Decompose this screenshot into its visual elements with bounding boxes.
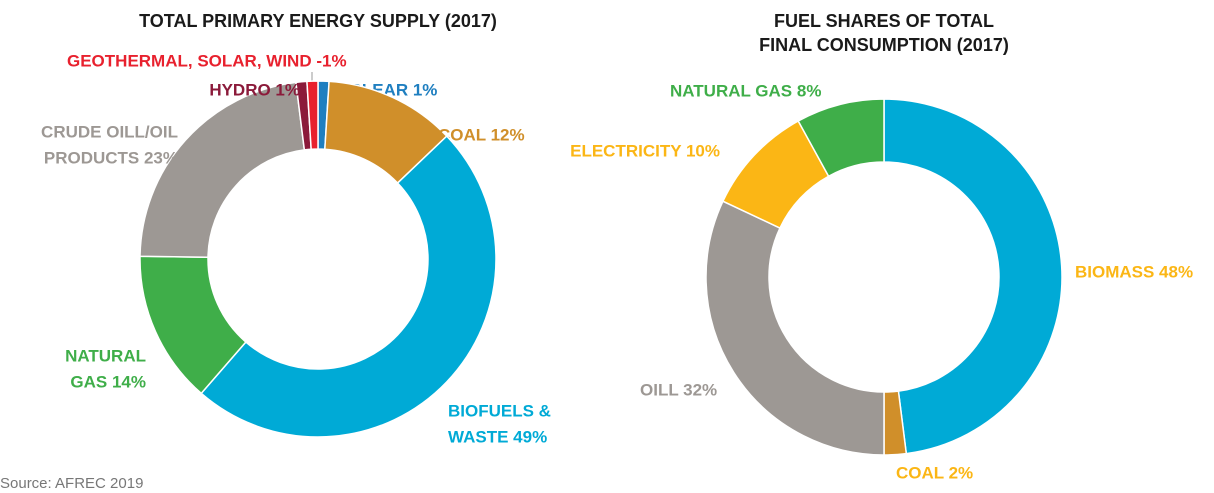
slice-label: ELECTRICITY 10%: [570, 141, 720, 160]
donut-slice: [705, 200, 885, 456]
donut-slice: [139, 81, 306, 259]
chart-title: FUEL SHARES OF TOTAL: [774, 11, 994, 31]
slice-label: GEOTHERMAL, SOLAR, WIND -1%: [67, 51, 347, 70]
source: Source: AFREC 2019: [0, 475, 143, 492]
slice-label: NATURAL: [65, 346, 146, 365]
donut-slice: [797, 98, 885, 178]
slice-label: NATURAL GAS 8%: [670, 81, 821, 100]
slice-label: BIOFUELS &: [448, 401, 551, 420]
donut-slice: [306, 80, 319, 151]
slice-label: COAL 12%: [438, 125, 525, 144]
slice-label: OILL 32%: [640, 380, 717, 399]
slice-label: HYDRO 1%: [209, 80, 300, 99]
slice-label: COAL 2%: [896, 463, 973, 482]
chart-title: FINAL CONSUMPTION (2017): [759, 35, 1009, 55]
chart-title: TOTAL PRIMARY ENERGY SUPPLY (2017): [139, 11, 497, 31]
slice-label: CRUDE OILL/OIL: [41, 122, 178, 141]
slice-label: PRODUCTS 23%: [44, 148, 178, 167]
slice-label: WASTE 49%: [448, 427, 547, 446]
slice-label: GAS 14%: [70, 372, 146, 391]
donut-slice: [200, 135, 497, 438]
slice-label: BIOMASS 48%: [1075, 262, 1193, 281]
donut-slice: [883, 98, 1063, 455]
